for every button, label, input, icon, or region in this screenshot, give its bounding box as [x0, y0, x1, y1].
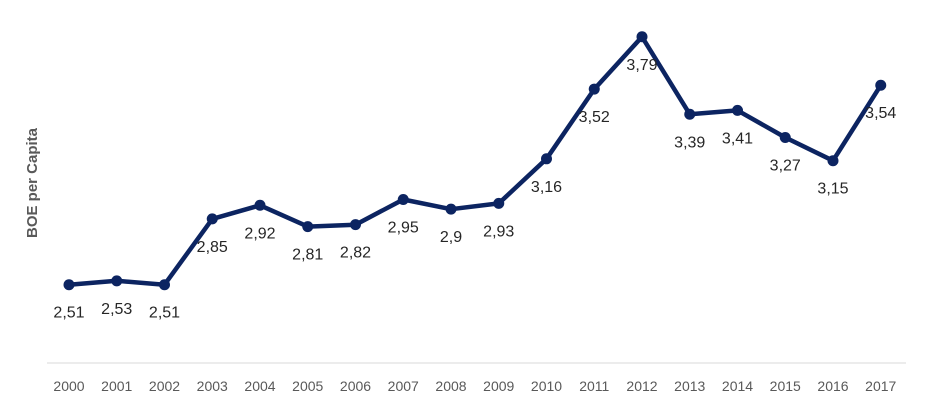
data-label: 3,39 — [674, 134, 705, 151]
x-tick-label: 2013 — [674, 378, 705, 394]
data-point — [206, 213, 218, 225]
data-label: 2,51 — [149, 305, 180, 322]
data-point — [636, 31, 648, 43]
data-label: 3,41 — [722, 130, 753, 147]
x-tick-label: 2000 — [53, 378, 84, 394]
x-tick-label: 2004 — [244, 378, 275, 394]
series-line — [66, 34, 884, 287]
data-points — [63, 31, 887, 291]
data-label: 3,54 — [865, 105, 896, 122]
data-point — [827, 155, 839, 167]
data-point — [493, 197, 505, 209]
x-tick-label: 2007 — [388, 378, 419, 394]
data-point — [302, 221, 314, 233]
x-tick-label: 2010 — [531, 378, 562, 394]
x-tick-label: 2008 — [435, 378, 466, 394]
data-label: 3,52 — [579, 109, 610, 126]
data-label: 2,81 — [292, 247, 323, 264]
data-label: 2,51 — [53, 305, 84, 322]
data-point — [732, 104, 743, 116]
data-label: 3,27 — [770, 158, 801, 175]
data-label: 2,92 — [244, 225, 275, 242]
data-label: 2,53 — [101, 301, 132, 318]
data-point — [779, 132, 791, 144]
x-tick-label: 2015 — [770, 378, 801, 394]
x-tick-label: 2002 — [149, 378, 180, 394]
data-point — [875, 79, 887, 91]
data-point — [445, 203, 457, 215]
data-point — [397, 193, 409, 205]
data-point — [63, 279, 75, 291]
x-tick-label: 2014 — [722, 378, 753, 394]
x-tick-label: 2009 — [483, 378, 514, 394]
data-point — [588, 83, 600, 95]
x-tick-label: 2006 — [340, 378, 371, 394]
x-tick-label: 2017 — [865, 378, 896, 394]
x-tick-labels: 2000 2001 2002 2003 2004 2005 2006 2007 2008 2009… — [53, 378, 896, 394]
x-tick-label: 2003 — [197, 378, 228, 394]
data-label: 3,15 — [817, 181, 848, 198]
data-label: 2,95 — [388, 219, 419, 236]
data-labels: 2,51 2,53 2,51 2,85 2,92 2,81 2,82 2,95 2,9 2,93 3… — [53, 57, 896, 322]
data-point — [541, 153, 552, 165]
data-point — [254, 199, 266, 211]
data-label: 2,9 — [440, 229, 462, 246]
data-point — [159, 279, 170, 291]
x-tick-label: 2001 — [101, 378, 132, 394]
x-tick-label: 2011 — [579, 378, 609, 394]
data-label: 3,16 — [531, 179, 562, 196]
data-point — [111, 275, 123, 287]
data-point — [350, 219, 361, 231]
y-axis-label: BOE per Capita — [24, 127, 41, 238]
data-point — [684, 108, 696, 120]
data-label: 2,93 — [483, 223, 514, 240]
data-label: 3,79 — [626, 57, 657, 74]
data-label: 2,82 — [340, 245, 371, 262]
x-tick-label: 2012 — [626, 378, 657, 394]
x-tick-label: 2016 — [817, 378, 848, 394]
data-label: 2,85 — [197, 239, 228, 256]
x-tick-label: 2005 — [292, 378, 323, 394]
